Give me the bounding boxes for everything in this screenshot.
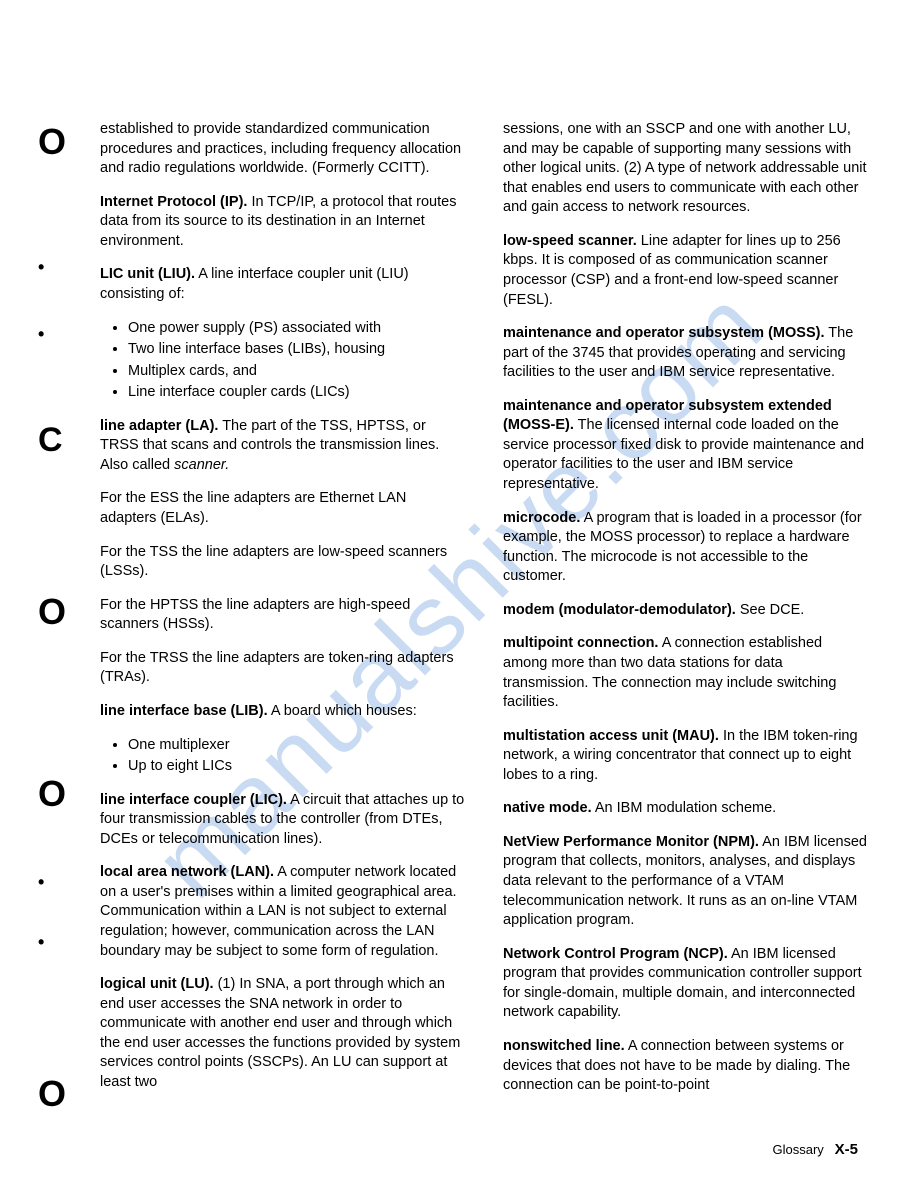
glossary-term: NetView Performance Monitor (NPM).: [503, 834, 759, 850]
margin-marker: O: [38, 118, 66, 167]
glossary-entry: line interface base (LIB). A board which…: [100, 702, 465, 722]
paragraph: For the HPTSS the line adapters are high…: [100, 596, 465, 635]
glossary-entry: local area network (LAN). A computer net…: [100, 863, 465, 961]
glossary-term: logical unit (LU).: [100, 976, 214, 992]
glossary-entry: maintenance and operator subsystem (MOSS…: [503, 324, 868, 383]
glossary-term: Internet Protocol (IP).: [100, 194, 247, 210]
list-item: Up to eight LICs: [128, 757, 465, 777]
margin-marker: O: [38, 588, 66, 637]
list-item: Two line interface bases (LIBs), housing: [128, 340, 465, 360]
margin-marker: C: [38, 418, 63, 464]
left-column: established to provide standardized comm…: [100, 120, 465, 1110]
glossary-definition: (1) In SNA, a port through which an end …: [100, 976, 460, 1090]
glossary-entry: low-speed scanner. Line adapter for line…: [503, 232, 868, 310]
paragraph: For the TRSS the line adapters are token…: [100, 649, 465, 688]
glossary-definition: An IBM modulation scheme.: [592, 800, 777, 816]
content-columns: established to provide standardized comm…: [100, 120, 868, 1110]
glossary-definition: See DCE.: [736, 602, 805, 618]
paragraph: sessions, one with an SSCP and one with …: [503, 120, 868, 218]
glossary-term: nonswitched line.: [503, 1038, 625, 1054]
paragraph: established to provide standardized comm…: [100, 120, 465, 179]
glossary-entry: modem (modulator-demodulator). See DCE.: [503, 601, 868, 621]
glossary-term: line interface coupler (LIC).: [100, 792, 287, 808]
paragraph: For the TSS the line adapters are low-sp…: [100, 543, 465, 582]
glossary-entry: native mode. An IBM modulation scheme.: [503, 799, 868, 819]
glossary-term: multistation access unit (MAU).: [503, 728, 719, 744]
glossary-term: multipoint connection.: [503, 635, 658, 651]
glossary-entry: multipoint connection. A connection esta…: [503, 634, 868, 712]
glossary-entry: LIC unit (LIU). A line interface coupler…: [100, 265, 465, 304]
glossary-term: local area network (LAN).: [100, 864, 274, 880]
glossary-term: line interface base (LIB).: [100, 703, 268, 719]
right-column: sessions, one with an SSCP and one with …: [503, 120, 868, 1110]
footer-label: Glossary: [773, 1142, 824, 1157]
glossary-entry: Network Control Program (NCP). An IBM li…: [503, 945, 868, 1023]
glossary-entry: logical unit (LU). (1) In SNA, a port th…: [100, 975, 465, 1092]
glossary-entry: line adapter (LA). The part of the TSS, …: [100, 417, 465, 476]
glossary-definition: A board which houses:: [268, 703, 417, 719]
margin-marker: O: [38, 1070, 66, 1119]
margin-marker: •: [38, 930, 44, 954]
glossary-term: maintenance and operator subsystem (MOSS…: [503, 325, 825, 341]
list-item: Line interface coupler cards (LICs): [128, 383, 465, 403]
bullet-list: One multiplexerUp to eight LICs: [100, 736, 465, 777]
glossary-entry: microcode. A program that is loaded in a…: [503, 509, 868, 587]
paragraph: For the ESS the line adapters are Ethern…: [100, 489, 465, 528]
list-item: One power supply (PS) associated with: [128, 319, 465, 339]
glossary-entry: Internet Protocol (IP). In TCP/IP, a pro…: [100, 193, 465, 252]
bullet-list: One power supply (PS) associated withTwo…: [100, 319, 465, 403]
glossary-entry: line interface coupler (LIC). A circuit …: [100, 791, 465, 850]
glossary-term: LIC unit (LIU).: [100, 266, 195, 282]
glossary-entry: maintenance and operator subsystem exten…: [503, 397, 868, 495]
glossary-term: native mode.: [503, 800, 592, 816]
glossary-entry: nonswitched line. A connection between s…: [503, 1037, 868, 1096]
margin-marker: O: [38, 770, 66, 819]
margin-marker: •: [38, 870, 44, 894]
list-item: One multiplexer: [128, 736, 465, 756]
footer-page-number: X-5: [835, 1141, 858, 1158]
glossary-term: low-speed scanner.: [503, 233, 637, 249]
glossary-term: line adapter (LA).: [100, 418, 218, 434]
page-footer: Glossary X-5: [773, 1140, 858, 1160]
margin-marker: •: [38, 322, 44, 346]
glossary-term: Network Control Program (NCP).: [503, 946, 728, 962]
glossary-term: modem (modulator-demodulator).: [503, 602, 736, 618]
glossary-entry: NetView Performance Monitor (NPM). An IB…: [503, 833, 868, 931]
glossary-entry: multistation access unit (MAU). In the I…: [503, 727, 868, 786]
glossary-term: microcode.: [503, 510, 580, 526]
margin-marker: •: [38, 255, 44, 279]
glossary-italic: scanner.: [174, 457, 229, 473]
list-item: Multiplex cards, and: [128, 362, 465, 382]
